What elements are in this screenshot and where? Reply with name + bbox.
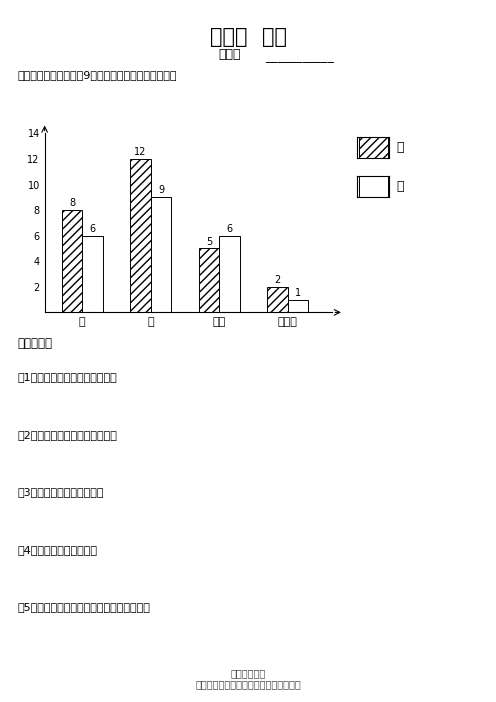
Text: （5）得良的人数是得不及格的人数的几倍？: （5）得良的人数是得不及格的人数的几倍？ (17, 602, 150, 612)
Text: （4）不及格的有多少人？: （4）不及格的有多少人？ (17, 545, 97, 555)
Text: 12: 12 (134, 147, 147, 157)
Text: 回答问题：: 回答问题： (17, 337, 53, 350)
Bar (267, 287, 288, 312)
Text: 6: 6 (227, 224, 233, 234)
Bar (219, 236, 240, 312)
Bar (130, 159, 151, 312)
Bar (199, 249, 219, 312)
Text: 2: 2 (274, 275, 281, 285)
Text: 6: 6 (89, 224, 96, 234)
Text: 女: 女 (397, 180, 404, 192)
Text: （2）女生在哪个等级人数最少？: （2）女生在哪个等级人数最少？ (17, 430, 117, 439)
Text: （1）男生在哪个等级人数最多？: （1）男生在哪个等级人数最多？ (17, 372, 117, 382)
Bar (151, 197, 171, 312)
Text: 9: 9 (158, 185, 164, 195)
Text: 姓名：: 姓名： (218, 48, 241, 61)
Text: 第六章  统计: 第六章 统计 (209, 27, 287, 46)
Bar (82, 236, 103, 312)
Text: 1: 1 (295, 288, 301, 298)
Bar (288, 300, 309, 312)
Text: 一、四年级三班男女生9月份综合等级评定情况如下：: 一、四年级三班男女生9月份综合等级评定情况如下： (17, 70, 177, 80)
Text: 谢老师寄语：: 谢老师寄语： (230, 668, 266, 678)
Text: 5: 5 (206, 237, 212, 246)
Bar (62, 210, 82, 312)
Text: ___________: ___________ (265, 50, 334, 63)
Text: 8: 8 (69, 198, 75, 208)
Text: （3）这个班一共有多少人？: （3）这个班一共有多少人？ (17, 487, 104, 497)
Text: 男: 男 (397, 141, 404, 154)
Text: 今日事，今日毕，在学习上切莫打欠条。: 今日事，今日毕，在学习上切莫打欠条。 (195, 679, 301, 689)
